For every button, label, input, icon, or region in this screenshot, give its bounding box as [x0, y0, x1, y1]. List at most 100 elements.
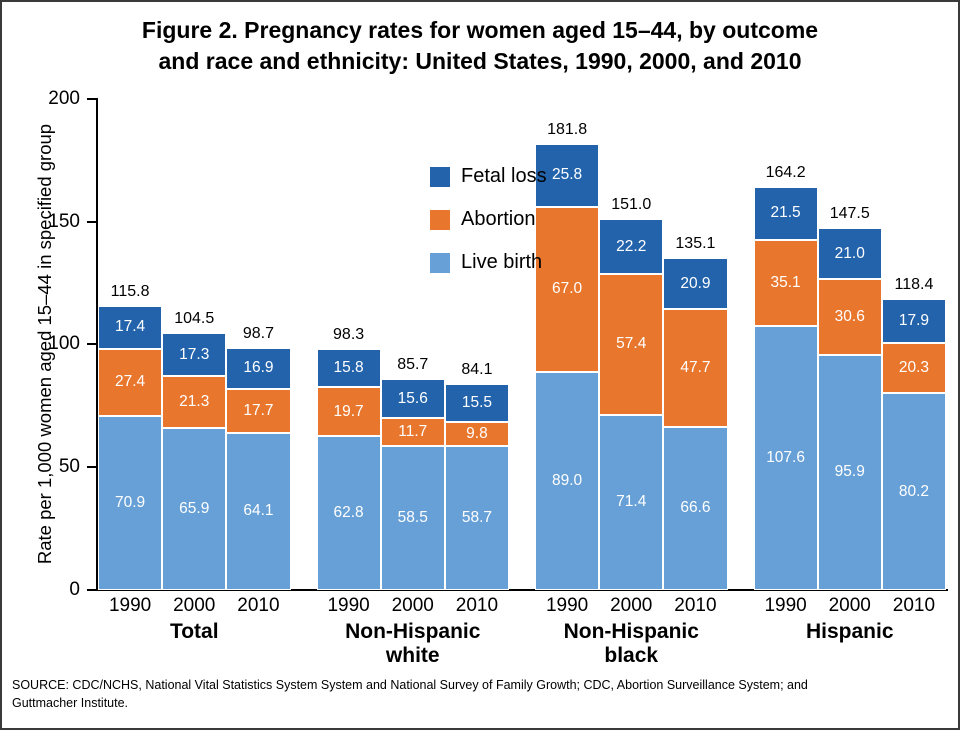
- segment-value-label: 57.4: [616, 335, 647, 353]
- segment-value-label: 16.9: [243, 359, 274, 377]
- x-tick-nh-white-1990: 1990: [327, 595, 370, 616]
- legend-label-fetal-loss: Fetal loss: [461, 165, 547, 187]
- source-line-1: SOURCE: CDC/NCHS, National Vital Statist…: [12, 678, 808, 692]
- segment-fetal_loss-hispanic-2010: 17.9: [881, 299, 947, 344]
- title-line-1: Figure 2. Pregnancy rates for women aged…: [141, 17, 819, 43]
- segment-abortion-nh-white-1990: 19.7: [316, 387, 381, 436]
- bar-nh-black-2000: 22.2 57.4 71.4 151.0: [599, 196, 664, 590]
- segment-fetal_loss-nh-black-1990: 25.8: [535, 143, 600, 208]
- bar-group-total: 17.4 27.4 70.9 115.8 17.3 21.3 65.9 104.5 16.9 17…: [98, 99, 291, 668]
- segment-fetal_loss-total-2000: 17.3: [162, 333, 227, 376]
- x-tick-total-2000: 2000: [173, 595, 216, 616]
- segment-live_birth-total-1990: 70.9: [98, 415, 163, 590]
- segment-value-label: 15.5: [461, 393, 493, 411]
- segment-value-label: 25.8: [552, 166, 583, 184]
- bar-nh-black-2010: 20.9 47.7 66.6 135.1: [663, 235, 728, 590]
- segment-live_birth-hispanic-2010: 80.2: [881, 393, 947, 590]
- bar-total-label: 85.7: [397, 356, 429, 374]
- x-tick-hispanic-2010: 2010: [892, 595, 936, 616]
- x-tick-nh-black-1990: 1990: [545, 595, 589, 616]
- y-tick-mark-150: [87, 221, 96, 223]
- bar-nh-black-1990: 25.8 67.0 89.0 181.8: [535, 121, 600, 590]
- segment-fetal_loss-nh-black-2010: 20.9: [663, 258, 728, 310]
- bar-total-label: 181.8: [547, 120, 588, 138]
- x-tick-nh-white-2000: 2000: [391, 595, 434, 616]
- bar-nh-white-2000: 15.6 11.7 58.5 85.7: [380, 356, 445, 590]
- title-line-2: and race and ethnicity: United States, 1…: [158, 48, 802, 74]
- segment-live_birth-total-2000: 65.9: [162, 428, 227, 590]
- segment-value-label: 9.8: [466, 424, 488, 442]
- segment-live_birth-nh-black-2000: 71.4: [599, 414, 664, 590]
- fetal-loss-swatch-icon: [430, 166, 450, 187]
- group-label-nh-black: Non-Hispanic black: [563, 620, 699, 668]
- segment-value-label: 65.9: [179, 500, 210, 518]
- segment-live_birth-nh-white-1990: 62.8: [316, 435, 381, 590]
- segment-value-label: 17.7: [243, 401, 274, 419]
- segment-value-label: 22.2: [616, 237, 647, 255]
- bars-total: 17.4 27.4 70.9 115.8 17.3 21.3 65.9 104.5 16.9 17…: [98, 99, 291, 590]
- y-tick-mark-50: [87, 466, 96, 468]
- segment-fetal_loss-hispanic-1990: 21.5: [753, 186, 818, 240]
- segment-value-label: 66.6: [680, 499, 711, 517]
- x-tick-nh-black-2000: 2000: [610, 595, 653, 616]
- bar-groups: 17.4 27.4 70.9 115.8 17.3 21.3 65.9 104.5 16.9 17…: [98, 99, 947, 668]
- legend-item-fetal-loss: Fetal loss: [430, 165, 547, 188]
- segment-value-label: 17.9: [898, 312, 930, 330]
- x-tick-row-nh-white: 1990 2000 2010: [317, 595, 510, 617]
- y-tick-label-50: 50: [58, 456, 80, 477]
- segment-value-label: 19.7: [333, 402, 364, 420]
- segment-fetal_loss-total-2010: 16.9: [226, 347, 291, 390]
- bar-nh-white-1990: 15.8 19.7 62.8 98.3: [316, 326, 381, 590]
- segment-value-label: 15.6: [397, 389, 428, 407]
- segment-live_birth-nh-black-1990: 89.0: [535, 371, 600, 590]
- x-tick-nh-white-2010: 2010: [455, 595, 499, 616]
- segment-value-label: 20.3: [898, 359, 930, 377]
- segment-fetal_loss-nh-white-2010: 15.5: [444, 383, 510, 422]
- x-tick-total-2010: 2010: [237, 595, 280, 616]
- x-tick-row-total: 1990 2000 2010: [98, 595, 291, 617]
- segment-fetal_loss-total-1990: 17.4: [98, 305, 163, 349]
- bar-total-label: 104.5: [174, 310, 215, 328]
- legend-item-live-birth: Live birth: [430, 251, 547, 274]
- bars-nh-white: 15.8 19.7 62.8 98.3 15.6 11.7 58.5 85.7 15.5 9.8 5…: [316, 99, 510, 590]
- segment-fetal_loss-nh-white-1990: 15.8: [316, 348, 381, 388]
- x-tick-total-1990: 1990: [108, 595, 152, 616]
- segment-abortion-total-2010: 17.7: [226, 389, 291, 433]
- source-line-2: Guttmacher Institute.: [12, 696, 129, 711]
- segment-abortion-total-2000: 21.3: [162, 375, 227, 429]
- bar-total-label: 151.0: [611, 196, 652, 214]
- segment-live_birth-total-2010: 64.1: [226, 432, 291, 590]
- segment-abortion-total-1990: 27.4: [98, 348, 163, 416]
- bars-nh-black: 25.8 67.0 89.0 181.8 22.2 57.4 71.4 151.0 20.9 47…: [535, 99, 728, 590]
- segment-abortion-hispanic-2010: 20.3: [881, 343, 947, 394]
- x-tick-hispanic-2000: 2000: [828, 595, 871, 616]
- segment-live_birth-hispanic-1990: 107.6: [753, 325, 818, 590]
- segment-abortion-hispanic-2000: 30.6: [817, 279, 882, 355]
- live-birth-swatch-icon: [430, 252, 450, 273]
- segment-value-label: 58.5: [397, 509, 428, 527]
- segment-value-label: 17.3: [179, 345, 210, 363]
- x-axis-line: [96, 589, 948, 591]
- segment-fetal_loss-nh-white-2000: 15.6: [380, 379, 445, 418]
- y-tick-mark-0: [87, 589, 96, 591]
- bar-group-nh-white: 15.8 19.7 62.8 98.3 15.6 11.7 58.5 85.7 15.5 9.8 5…: [316, 99, 510, 668]
- y-tick-label-200: 200: [48, 88, 80, 109]
- segment-value-label: 30.6: [834, 308, 865, 326]
- segment-abortion-nh-black-2010: 47.7: [663, 309, 728, 427]
- segment-value-label: 62.8: [333, 503, 364, 521]
- bar-total-label: 98.7: [242, 324, 274, 342]
- segment-fetal_loss-hispanic-2000: 21.0: [817, 227, 882, 280]
- abortion-swatch-icon: [430, 209, 450, 230]
- bar-group-nh-black: 25.8 67.0 89.0 181.8 22.2 57.4 71.4 151.0 20.9 47…: [535, 99, 728, 668]
- segment-live_birth-hispanic-2000: 95.9: [817, 354, 882, 590]
- segment-value-label: 47.7: [680, 358, 711, 376]
- group-label-total: Total: [169, 620, 219, 643]
- segment-live_birth-nh-white-2000: 58.5: [380, 446, 445, 590]
- segment-live_birth-nh-black-2010: 66.6: [663, 426, 728, 590]
- bar-total-label: 147.5: [829, 204, 870, 222]
- y-tick-mark-200: [87, 98, 96, 100]
- segment-abortion-nh-black-1990: 67.0: [535, 207, 600, 372]
- y-tick-label-150: 150: [48, 211, 80, 232]
- x-tick-row-nh-black: 1990 2000 2010: [535, 595, 728, 617]
